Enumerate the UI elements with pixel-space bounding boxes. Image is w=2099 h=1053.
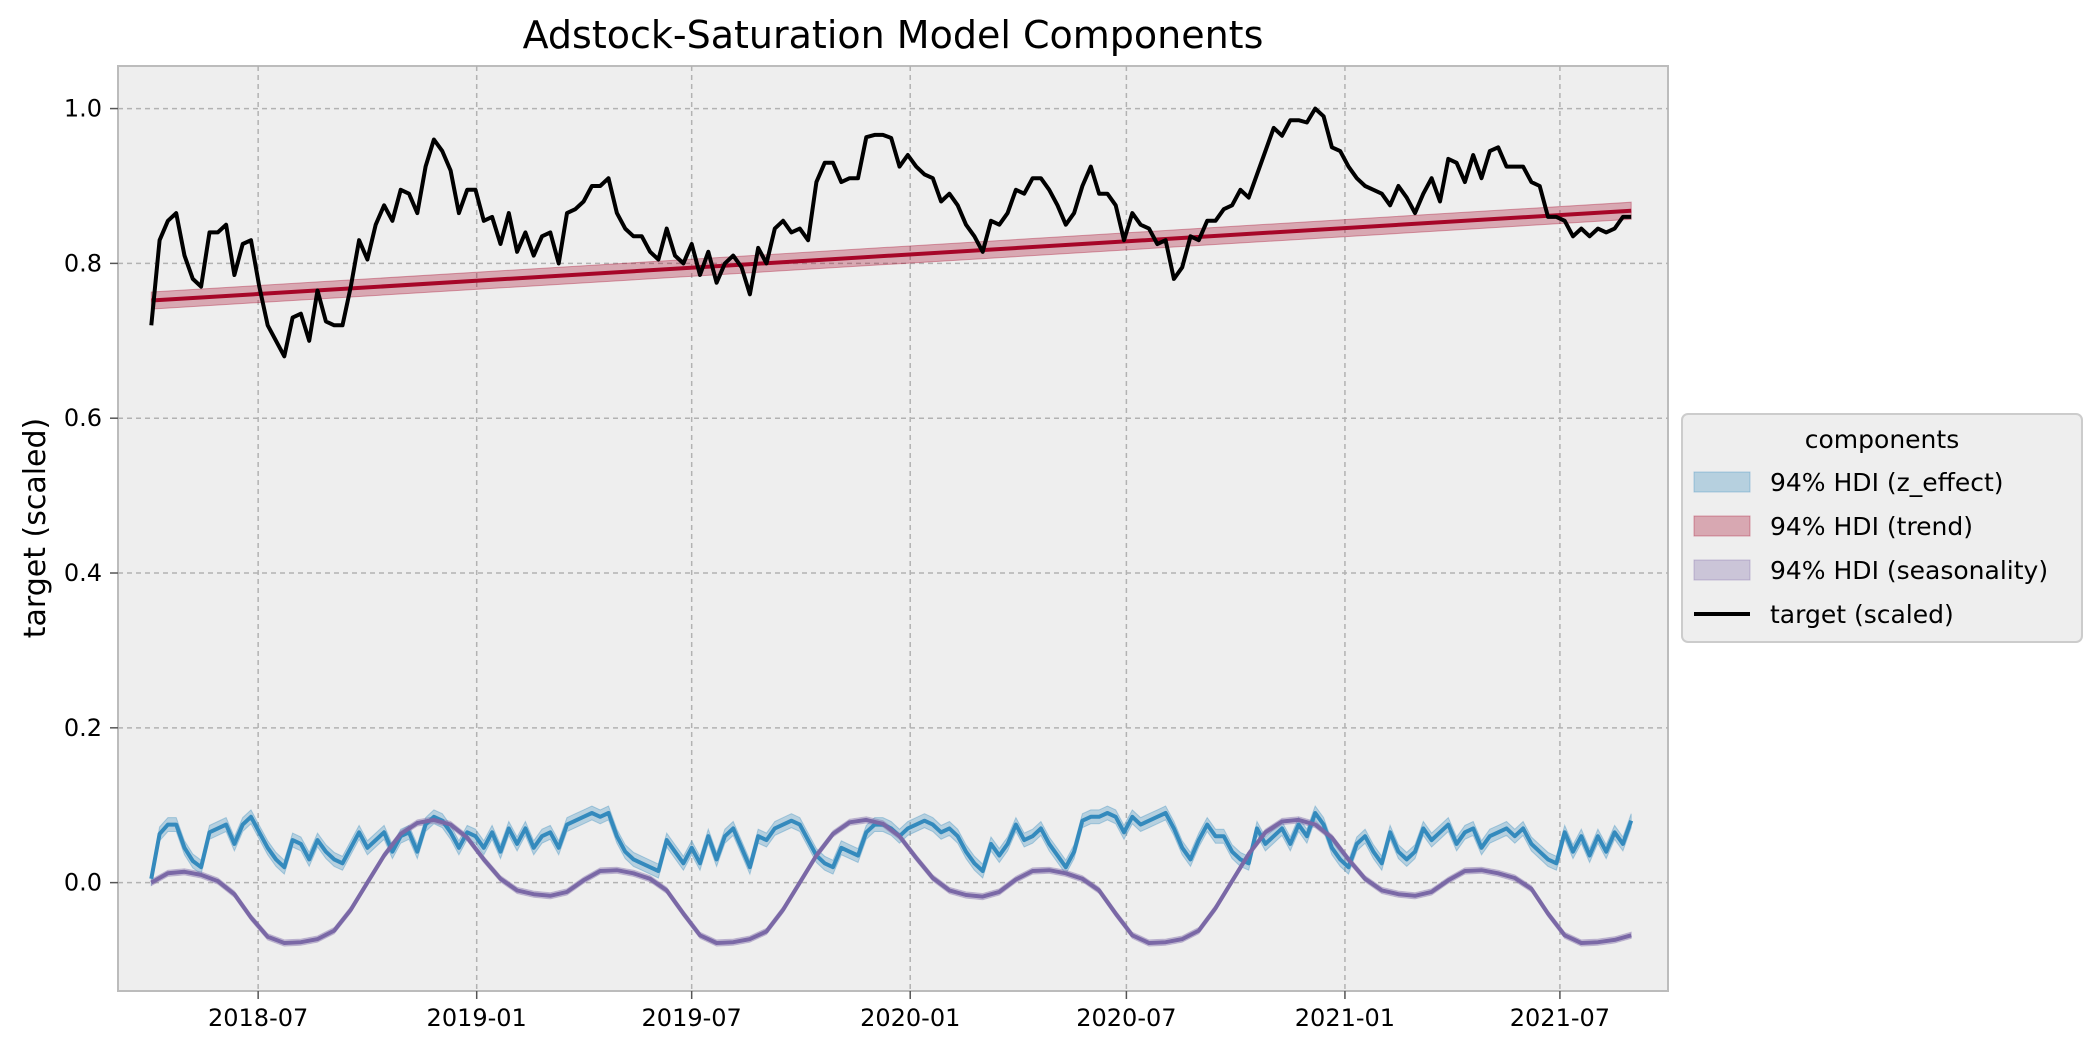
- y-axis-ticks: 0.0 0.2 0.4 0.6 0.8 1.0: [64, 95, 118, 897]
- x-tick-label: 2021-01: [1295, 1004, 1395, 1032]
- legend-swatch: [1693, 471, 1751, 493]
- x-tick-label: 2021-07: [1510, 1004, 1610, 1032]
- y-tick-label: 0.8: [64, 249, 102, 277]
- grid-lines: [118, 66, 1668, 991]
- legend-label: target (scaled): [1770, 600, 1954, 629]
- legend-label: 94% HDI (trend): [1770, 512, 1973, 541]
- x-tick-label: 2019-01: [427, 1004, 527, 1032]
- series-line-seasonality: [150, 817, 1632, 945]
- legend-swatch: [1693, 515, 1751, 537]
- legend: components 94% HDI (z_effect) 94% HDI (tr…: [1681, 413, 2083, 643]
- y-tick-label: 0.4: [64, 559, 102, 587]
- series-line-trend: [151, 208, 1632, 303]
- series-line-target: [149, 106, 1632, 359]
- x-tick-label: 2020-01: [860, 1004, 960, 1032]
- chart-title: Adstock-Saturation Model Components: [523, 13, 1264, 57]
- legend-swatch: [1693, 559, 1751, 581]
- y-tick-label: 0.2: [64, 714, 102, 742]
- legend-entries: 94% HDI (z_effect) 94% HDI (trend) 94% HDI…: [1693, 468, 2048, 629]
- x-axis-ticks: 2018-07 2019-01 2019-07 2020-01 2020-07 2021-…: [208, 991, 1610, 1032]
- legend-title: components: [1805, 425, 1959, 454]
- legend-label: 94% HDI (z_effect): [1770, 468, 2004, 497]
- hdi-band-seasonality: [150, 816, 1632, 947]
- x-tick-label: 2020-07: [1076, 1004, 1176, 1032]
- y-tick-label: 1.0: [64, 95, 102, 123]
- y-tick-label: 0.0: [64, 869, 102, 897]
- series-lines: [149, 106, 1634, 945]
- y-axis-label: target (scaled): [18, 418, 53, 639]
- legend-label: 94% HDI (seasonality): [1770, 556, 2048, 585]
- x-tick-label: 2019-07: [642, 1004, 742, 1032]
- y-tick-label: 0.6: [64, 404, 102, 432]
- hdi-band-z-effect: [150, 804, 1632, 886]
- legend-frame: [1681, 413, 2083, 643]
- x-tick-label: 2018-07: [208, 1004, 308, 1032]
